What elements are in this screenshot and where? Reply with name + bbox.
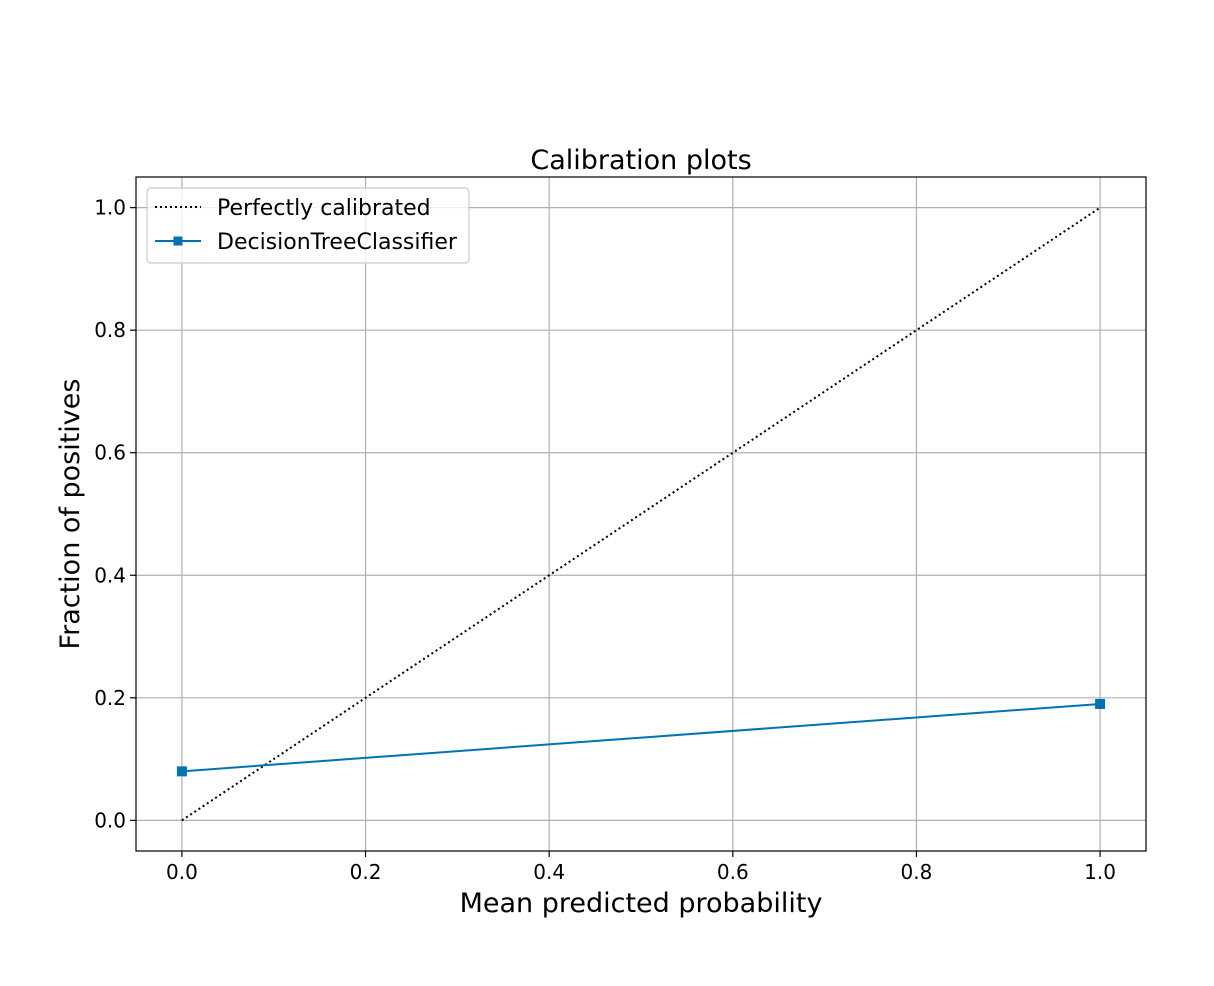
legend: Perfectly calibrated DecisionTreeClassifi… [146, 187, 470, 264]
grid-lines [136, 177, 1146, 851]
legend-label-0: Perfectly calibrated [217, 196, 431, 221]
plot-series [176, 206, 1106, 822]
axis-ticks: 0.0 0.2 0.4 0.6 0.8 1.0 0.0 0.2 0.4 0.6 0.8 1.0 [94, 196, 1116, 884]
y-axis-title: Fraction of positives [55, 379, 86, 650]
x-tick-label: 0.0 [166, 860, 198, 884]
legend-marker-1 [173, 236, 183, 246]
x-tick-label: 0.2 [350, 860, 382, 884]
chart-title: Calibration plots [530, 145, 751, 176]
y-tick-label: 0.6 [94, 441, 126, 465]
y-tick-label: 1.0 [94, 196, 126, 220]
y-tick-label: 0.0 [94, 808, 126, 832]
series-line-1 [181, 702, 1101, 773]
y-tick-label: 0.8 [94, 318, 126, 342]
x-tick-label: 0.4 [533, 860, 565, 884]
series-line-0 [181, 206, 1101, 822]
x-tick-label: 0.8 [901, 860, 933, 884]
legend-label-1: DecisionTreeClassifier [217, 230, 458, 255]
x-tick-label: 0.6 [717, 860, 749, 884]
legend-entries: Perfectly calibrated DecisionTreeClassifi… [155, 196, 458, 255]
series-marker-1 [1095, 698, 1106, 709]
y-tick-label: 0.2 [94, 686, 126, 710]
series-marker-1 [176, 766, 187, 777]
x-tick-label: 1.0 [1084, 860, 1116, 884]
x-axis-title: Mean predicted probability [460, 888, 823, 919]
legend-box [146, 187, 470, 264]
y-tick-label: 0.4 [94, 563, 126, 587]
plot-frame [135, 176, 1147, 852]
